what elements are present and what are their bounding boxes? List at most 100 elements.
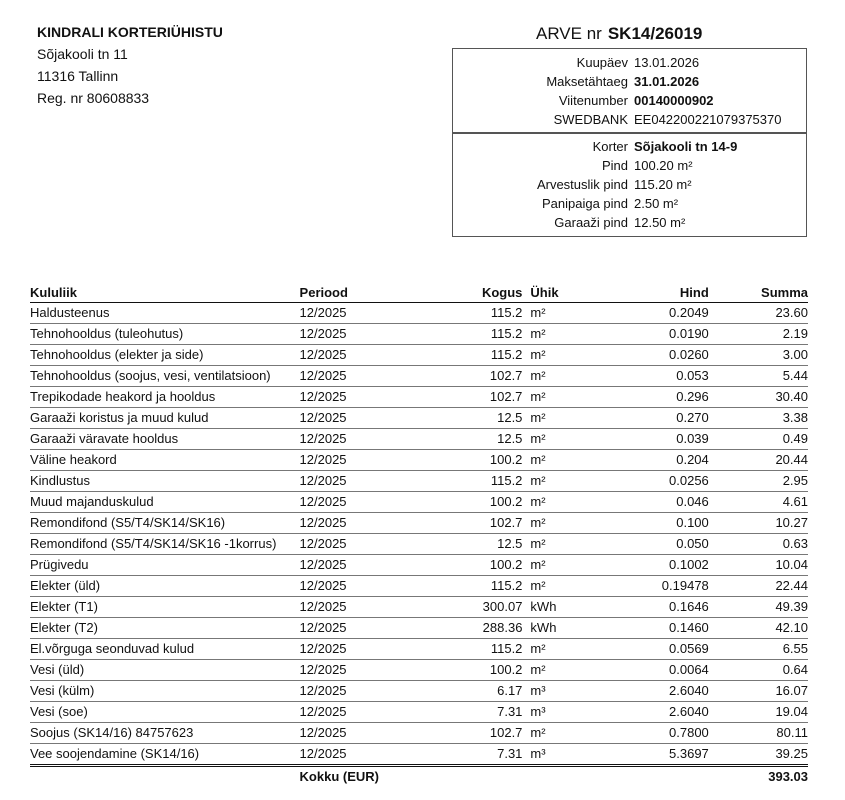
table-cell: Garaaži väravate hooldus — [30, 428, 300, 450]
table-cell: 49.39 — [708, 596, 808, 618]
table-cell: 0.63 — [708, 533, 808, 555]
table-cell: m² — [522, 386, 625, 408]
table-cell: 0.0569 — [624, 638, 709, 660]
table-cell: Vesi (üld) — [30, 659, 300, 681]
table-cell: 12/2025 — [299, 722, 448, 744]
table-row: Tehnohooldus (tuleohutus) 12/2025 115.2 m² 0… — [30, 323, 808, 345]
table-cell: Vesi (soe) — [30, 701, 300, 723]
column-header: Kululiik — [30, 283, 300, 303]
invoice-title: ARVE nr SK14/26019 — [536, 24, 702, 44]
table-cell: 16.07 — [708, 680, 808, 702]
table-cell: 12/2025 — [299, 512, 448, 534]
table-cell: 12/2025 — [299, 575, 448, 597]
table-cell: Trepikodade heakord ja hooldus — [30, 386, 300, 408]
table-cell: Elekter (T1) — [30, 596, 300, 618]
table-row: Soojus (SK14/16) 84757623 12/2025 102.7 m² 0… — [30, 722, 808, 744]
table-row: Väline heakord 12/2025 100.2 m² 0.204 20.44 — [30, 449, 808, 471]
table-cell: 0.7800 — [624, 722, 709, 744]
table-cell: 100.2 — [447, 491, 523, 513]
table-cell: m² — [522, 554, 625, 576]
field-label: Korter — [592, 139, 628, 154]
table-cell: 115.2 — [447, 638, 523, 660]
table-cell: 20.44 — [708, 449, 808, 471]
table-row: El.võrguga seonduvad kulud 12/2025 115.2 m²… — [30, 638, 808, 660]
table-row: Elekter (T1) 12/2025 300.07 kWh 0.1646 49.39 — [30, 596, 808, 618]
table-row: Vesi (külm) 12/2025 6.17 m³ 2.6040 16.07 — [30, 680, 808, 702]
table-cell: m² — [522, 407, 625, 429]
table-cell: m³ — [522, 701, 625, 723]
table-cell: 0.19478 — [624, 575, 709, 597]
field-row: Arvestuslik pind 115.20 m² — [453, 175, 806, 194]
table-cell: Muud majanduskulud — [30, 491, 300, 513]
field-label: Viitenumber — [558, 93, 628, 108]
table-cell: 12/2025 — [299, 638, 448, 660]
table-cell: 0.039 — [624, 428, 709, 450]
field-value: 12.50 m² — [634, 215, 686, 230]
field-label: Arvestuslik pind — [536, 177, 628, 192]
field-row: SWEDBANK EE042200221079375370 — [453, 110, 806, 129]
table-cell: 102.7 — [447, 512, 523, 534]
table-cell: 0.0256 — [624, 470, 709, 492]
table-cell: 0.0064 — [624, 659, 709, 681]
table-cell: Elekter (T2) — [30, 617, 300, 639]
field-value: 115.20 m² — [634, 177, 692, 192]
table-cell: 0.270 — [624, 407, 709, 429]
table-cell: Soojus (SK14/16) 84757623 — [30, 722, 300, 744]
total-value: 393.03 — [768, 769, 808, 784]
field-value: Sõjakooli tn 14-9 — [634, 139, 738, 154]
column-header: Hind — [624, 283, 709, 303]
table-cell: 12/2025 — [299, 386, 448, 408]
invoice-label: ARVE nr — [536, 24, 602, 43]
table-cell: 12/2025 — [299, 554, 448, 576]
table-cell: 102.7 — [447, 386, 523, 408]
field-row: Panipaiga pind 2.50 m² — [453, 194, 806, 213]
table-cell: Tehnohooldus (elekter ja side) — [30, 344, 300, 366]
table-cell: m² — [522, 323, 625, 345]
table-cell: 22.44 — [708, 575, 808, 597]
table-cell: 2.19 — [708, 323, 808, 345]
table-cell: 7.31 — [447, 701, 523, 723]
table-cell: 12.5 — [447, 428, 523, 450]
table-cell: 12/2025 — [299, 491, 448, 513]
table-cell: 5.3697 — [624, 743, 709, 767]
table-cell: m² — [522, 428, 625, 450]
table-cell: 115.2 — [447, 323, 523, 345]
table-cell: 115.2 — [447, 575, 523, 597]
issuer-city: 11316 Tallinn — [37, 68, 119, 84]
field-value: 00140000902 — [634, 93, 714, 108]
table-cell: Garaaži koristus ja muud kulud — [30, 407, 300, 429]
table-cell: 10.27 — [708, 512, 808, 534]
table-cell: 12/2025 — [299, 407, 448, 429]
table-cell: 12/2025 — [299, 449, 448, 471]
table-row: Elekter (T2) 12/2025 288.36 kWh 0.1460 42.10 — [30, 617, 808, 639]
table-cell: 0.1646 — [624, 596, 709, 618]
table-row: Vee soojendamine (SK14/16) 12/2025 7.31 m³ 5… — [30, 743, 808, 767]
table-cell: m² — [522, 533, 625, 555]
table-cell: Remondifond (S5/T4/SK14/SK16) — [30, 512, 300, 534]
table-cell: 0.1460 — [624, 617, 709, 639]
table-cell: Remondifond (S5/T4/SK14/SK16 -1korrus) — [30, 533, 300, 555]
table-cell: 100.2 — [447, 449, 523, 471]
table-cell: 3.00 — [708, 344, 808, 366]
table-cell: 80.11 — [708, 722, 808, 744]
table-cell: 19.04 — [708, 701, 808, 723]
table-row: Kindlustus 12/2025 115.2 m² 0.0256 2.95 — [30, 470, 808, 492]
column-header: Summa — [708, 283, 808, 303]
table-cell: 3.38 — [708, 407, 808, 429]
field-value: 31.01.2026 — [634, 74, 700, 89]
table-cell: Tehnohooldus (soojus, vesi, ventilatsioo… — [30, 365, 300, 387]
field-value: 100.20 m² — [634, 158, 693, 173]
field-label: Maksetähtaeg — [546, 74, 628, 89]
table-cell: 0.64 — [708, 659, 808, 681]
table-row: Garaaži koristus ja muud kulud 12/2025 12.… — [30, 407, 808, 429]
table-cell: kWh — [522, 596, 625, 618]
table-cell: 6.17 — [447, 680, 523, 702]
table-row: Remondifond (S5/T4/SK14/SK16) 12/2025 102.… — [30, 512, 808, 534]
table-cell: m² — [522, 491, 625, 513]
table-cell: 0.1002 — [624, 554, 709, 576]
table-cell: 4.61 — [708, 491, 808, 513]
table-cell: m² — [522, 470, 625, 492]
total-row: Kokku (EUR) 393.03 — [30, 766, 808, 788]
issuer-reg: Reg. nr 80608833 — [37, 90, 150, 106]
table-cell: m² — [522, 575, 625, 597]
